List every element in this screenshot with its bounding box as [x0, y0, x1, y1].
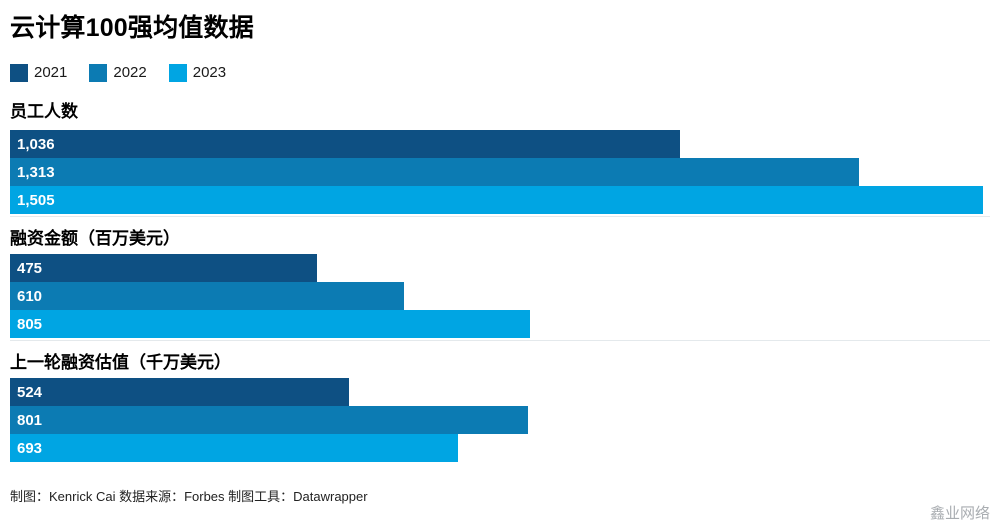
bar-2022: 1,313 [10, 158, 859, 186]
baseline-gridline [10, 216, 990, 217]
bar-value-label: 610 [17, 287, 43, 305]
bar-2021: 524 [10, 378, 349, 406]
watermark: 鑫业网络 [929, 505, 990, 522]
bar-2021: 475 [10, 254, 318, 282]
bar-value-label: 801 [17, 411, 43, 429]
bars: 475 610 805 [10, 254, 983, 338]
bar-value-label: 1,313 [17, 163, 55, 181]
group-header: 员工人数 [10, 102, 78, 121]
bar-2022: 610 [10, 282, 405, 310]
legend-swatch-icon [10, 64, 28, 82]
bar-2023: 1,505 [10, 186, 983, 214]
bar-value-label: 805 [17, 315, 43, 333]
group-header: 融资金额（百万美元） [10, 229, 180, 248]
bar-group-1: 员工人数 1,036 1,313 1,505 [10, 101, 990, 217]
bar-value-label: 524 [17, 383, 43, 401]
legend-label: 2021 [34, 64, 68, 81]
bars: 524 801 693 [10, 378, 983, 462]
legend-label: 2022 [113, 64, 147, 81]
baseline-gridline [10, 340, 990, 341]
legend-item-2023: 2023 [168, 64, 227, 82]
bar-2023: 693 [10, 434, 459, 462]
legend-label: 2023 [192, 64, 227, 81]
chart-content: 云计算100强均值数据 2021 2022 2023 员工人数 1,036 1,313 1… [10, 0, 990, 505]
bar-2021: 1,036 [10, 130, 680, 158]
bar-value-label: 1,505 [17, 191, 55, 209]
chart-title: 云计算100强均值数据 [10, 14, 254, 42]
bar-2022: 801 [10, 406, 528, 434]
legend-swatch-icon [168, 64, 187, 82]
bar-group-3: 上一轮融资估值（千万美元） 524 801 693 [10, 352, 983, 462]
bar-value-label: 693 [17, 439, 43, 457]
bar-2023: 805 [10, 310, 531, 338]
group-header: 上一轮融资估值（千万美元） [10, 353, 231, 372]
legend: 2021 2022 2023 [10, 64, 983, 82]
legend-item-2022: 2022 [89, 64, 147, 82]
bar-groups: 员工人数 1,036 1,313 1,505 融资金额（百万美元） 475 610 805 上一… [10, 101, 990, 462]
bars: 1,036 1,313 1,505 [10, 130, 983, 214]
bar-value-label: 1,036 [17, 135, 55, 153]
credit-line: 制图：Kenrick Cai 数据来源：Forbes 制图工具：Datawrap… [10, 489, 368, 504]
bar-group-2: 融资金额（百万美元） 475 610 805 [10, 228, 990, 341]
bar-value-label: 475 [17, 259, 43, 277]
legend-item-2021: 2021 [10, 64, 67, 82]
legend-swatch-icon [89, 64, 108, 82]
